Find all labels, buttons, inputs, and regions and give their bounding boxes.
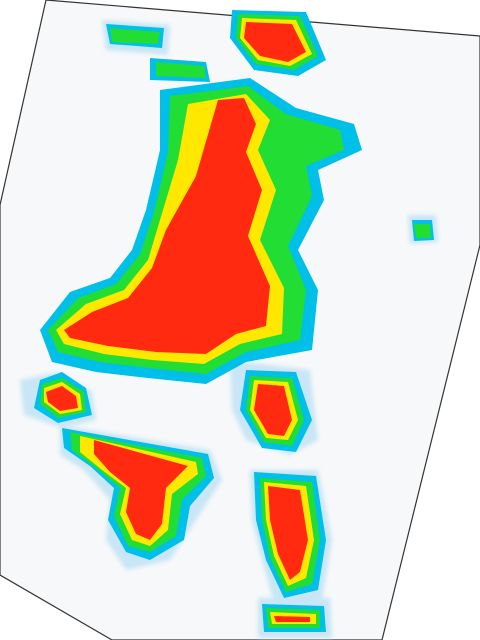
heat-high-1 <box>244 22 306 62</box>
heat-mid-2 <box>156 62 206 78</box>
heat-high-4 <box>254 384 292 436</box>
heat-high-6 <box>274 616 310 622</box>
heat-high-5 <box>268 486 308 580</box>
heat-mid-1 <box>110 28 160 44</box>
heatmap-layer-high <box>46 22 310 622</box>
heat-high-3 <box>94 440 188 540</box>
heat-mid-8 <box>414 224 431 238</box>
heat-high-0 <box>46 386 78 411</box>
heat-high-2 <box>64 98 270 354</box>
